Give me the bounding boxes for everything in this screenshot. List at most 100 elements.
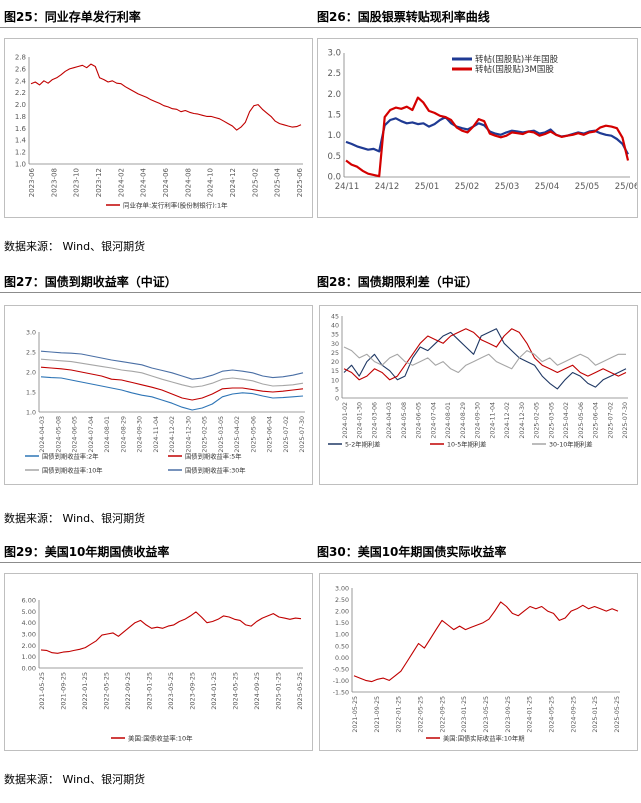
series-line-2 <box>343 328 627 381</box>
x-tick-label: 2025-05-06 <box>250 416 257 453</box>
x-tick-label: 2025-03-05 <box>218 416 225 453</box>
x-tick-label: 2025-02-05 <box>534 402 541 439</box>
x-tick-label: 2024-09-25 <box>570 696 577 733</box>
series-line-1 <box>353 601 619 683</box>
legend-label: 10-5年期利差 <box>447 440 486 449</box>
x-tick-label: 2021-05-25 <box>352 696 359 733</box>
x-tick-label: 2024-10 <box>207 168 215 197</box>
y-tick-label: 5.00 <box>22 608 36 616</box>
legend-label: 同业存单:发行利率(股份制银行):1年 <box>123 201 228 210</box>
x-tick-label: 2023-05-25 <box>167 672 175 710</box>
y-tick-label: 1.4 <box>15 137 27 145</box>
y-tick-label: 3.0 <box>327 49 341 59</box>
legend-label: 美国:国债收益率:10年 <box>128 734 193 743</box>
y-tick-label: 2.8 <box>15 54 26 62</box>
source-note-1: 数据来源： Wind、银河期货 <box>4 240 146 253</box>
y-tick-label: -1.00 <box>333 678 349 685</box>
x-tick-label: 2023-05-25 <box>483 696 490 733</box>
series-line-2 <box>345 96 630 178</box>
x-tick-label: 2024-12 <box>229 168 237 197</box>
x-tick-label: 2021-09-25 <box>60 672 68 710</box>
x-tick-label: 2025-07-02 <box>607 402 614 439</box>
y-tick-label: 2.0 <box>26 370 36 377</box>
x-tick-label: 25/05 <box>575 182 600 192</box>
chart-27: 1.0 1.5 2.0 2.5 3.0 2024-04-03 2024-05-08 2024-… <box>25 330 306 475</box>
chart-28: 0 5 10 15 20 25 30 35 40 45 2024-01-02 2024-01-30 20… <box>328 314 629 449</box>
x-tick-label: 2024-12-30 <box>519 402 526 439</box>
y-tick-label: -1.50 <box>333 690 349 697</box>
y-tick-label: 2.00 <box>335 609 349 616</box>
y-tick-label: 45 <box>331 314 339 321</box>
y-tick-label: 2.0 <box>15 101 26 109</box>
figure-26-title: 图26：国股银票转贴现利率曲线 <box>317 10 490 24</box>
y-tick-label: 10 <box>331 377 339 384</box>
x-tick-label: 2024-04 <box>140 167 148 197</box>
legend-label: 5-2年期利差 <box>345 440 380 449</box>
y-tick-label: 5 <box>335 386 339 393</box>
figure-30-title: 图30：美国10年期国债实际收益率 <box>317 545 507 559</box>
x-tick-label: 2024-05-25 <box>232 672 240 710</box>
y-tick-label: 30 <box>331 341 339 348</box>
series-line-3 <box>40 358 304 388</box>
x-tick-label: 2025-07-02 <box>283 416 290 453</box>
y-tick-label: 0.50 <box>335 643 349 650</box>
x-tick-label: 2025-04-02 <box>563 402 570 439</box>
x-tick-label: 2025-06-04 <box>267 416 274 453</box>
x-tick-label: 2025-05-25 <box>614 696 621 733</box>
x-tick-label: 2024-08 <box>184 168 192 197</box>
x-tick-label: 2023-06 <box>28 167 36 197</box>
y-tick-label: 6.00 <box>22 597 36 605</box>
x-tick-label: 2024-09-30 <box>137 416 144 453</box>
x-tick-label: 2025-02 <box>251 168 259 197</box>
chart-25: 1.0 1.2 1.4 1.6 1.8 2.0 2.2 2.4 2.6 2.8 2023-06 202… <box>15 54 304 210</box>
series-line-1 <box>30 63 302 131</box>
x-tick-label: 2025-03-05 <box>548 402 555 439</box>
x-tick-label: 24/12 <box>375 182 400 192</box>
figure-29-title: 图29：美国10年期国债收益率 <box>4 545 170 559</box>
chart-26: 0.0 0.5 1.0 1.5 2.0 2.5 3.0 24/11 24/12 25/01 25/0… <box>327 49 637 193</box>
y-tick-label: 3.00 <box>335 586 349 593</box>
source-note-2: 数据来源： Wind、银河期货 <box>4 512 146 525</box>
legend-label: 国债到期收益率:5年 <box>185 452 242 461</box>
x-tick-label: 2024-07-04 <box>430 402 437 439</box>
x-tick-label: 2024-05-08 <box>401 402 408 439</box>
series-line-1 <box>345 115 629 155</box>
x-tick-label: 2024-11-04 <box>489 402 496 439</box>
series-line-3 <box>343 346 626 374</box>
y-tick-label: 1.0 <box>26 410 36 417</box>
legend-label: 30-10年期利差 <box>549 440 593 449</box>
y-tick-label: 2.4 <box>15 77 27 85</box>
x-tick-label: 2024-03-06 <box>371 402 378 439</box>
x-tick-label: 2023-12 <box>95 168 103 197</box>
x-tick-label: 2025-04 <box>274 167 282 197</box>
x-tick-label: 2024-09-30 <box>475 402 482 439</box>
x-tick-label: 2024-05-25 <box>549 696 556 733</box>
x-tick-label: 2025-07-30 <box>299 416 306 453</box>
y-tick-label: 40 <box>331 323 339 330</box>
legend-label: 国债到期收益率:30年 <box>185 466 246 475</box>
legend-label: 国债到期收益率:10年 <box>42 466 103 475</box>
x-tick-label: 2025-06-04 <box>593 402 600 439</box>
x-tick-label: 2024-06-05 <box>416 402 423 439</box>
legend-label: 转帖(国股贴)半年国股 <box>475 54 559 65</box>
x-tick-label: 2024-08-01 <box>445 402 452 439</box>
x-tick-label: 2022-09-25 <box>124 672 132 710</box>
x-tick-label: 2024-06 <box>162 167 170 197</box>
legend-label: 转帖(国股贴)3M国股 <box>475 64 554 75</box>
y-tick-label: 1.00 <box>22 653 36 661</box>
y-tick-label: 0.5 <box>327 152 341 162</box>
y-tick-label: 1.8 <box>15 113 26 121</box>
x-tick-label: 2022-09-25 <box>439 696 446 733</box>
x-tick-label: 2024-12-30 <box>185 416 192 453</box>
x-tick-label: 2024-08-29 <box>460 402 467 439</box>
legend-label: 美国:国债实际收益率:10年期 <box>443 734 525 743</box>
x-tick-label: 2023-10 <box>73 168 81 197</box>
x-tick-label: 24/11 <box>335 182 360 192</box>
y-tick-label: 2.6 <box>15 65 27 73</box>
x-tick-label: 2024-01-25 <box>527 696 534 733</box>
y-tick-label: 2.0 <box>327 90 341 100</box>
x-tick-label: 2024-12-02 <box>504 402 511 439</box>
x-tick-label: 2024-01-25 <box>210 672 218 710</box>
x-tick-label: 2024-02 <box>117 168 125 197</box>
x-tick-label: 2024-04-03 <box>386 402 393 439</box>
